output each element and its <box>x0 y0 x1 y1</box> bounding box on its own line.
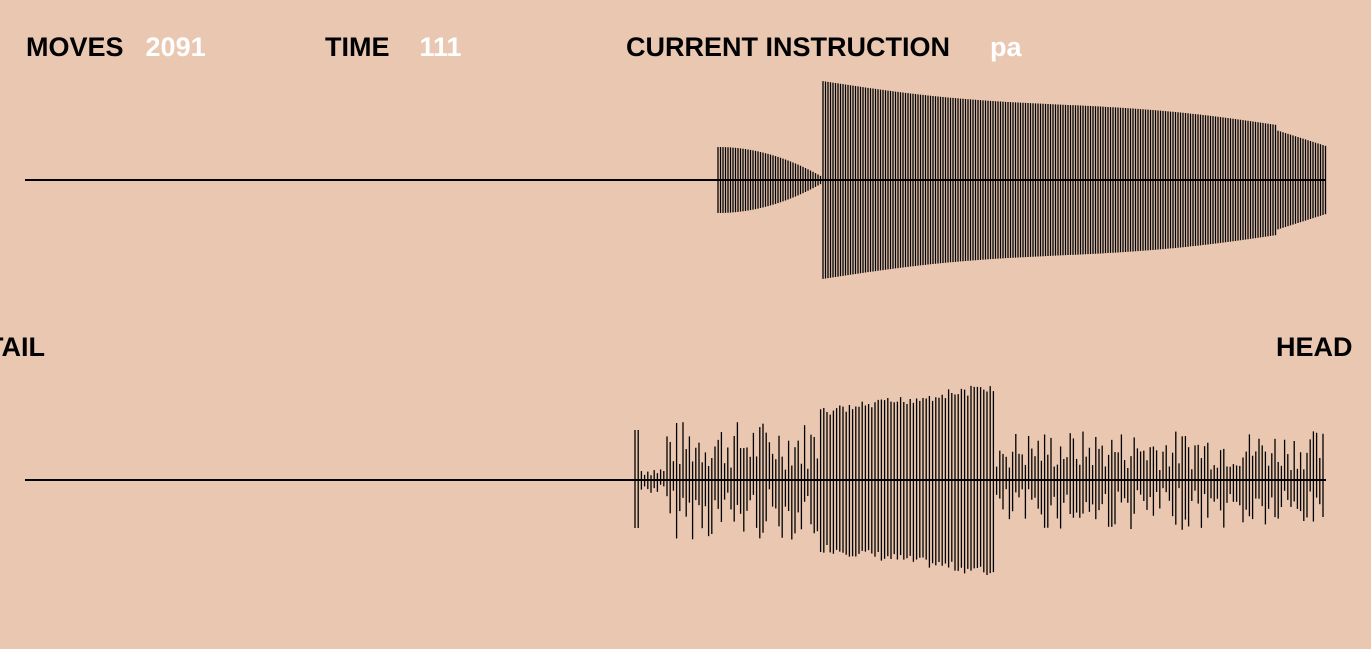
moves-value: 2091 <box>145 32 206 62</box>
tail-label: TAIL <box>0 332 45 362</box>
moves-counter: MOVES 2091 <box>26 30 206 64</box>
instruction-value: pa <box>990 32 1022 62</box>
moves-label: MOVES <box>26 32 124 62</box>
time-value: 111 <box>419 32 462 62</box>
instruction-label: CURRENT INSTRUCTION <box>626 32 950 62</box>
top-waveform <box>25 81 1327 279</box>
head-label: HEAD <box>1276 332 1353 362</box>
bottom-waveform <box>25 385 1326 576</box>
time-label: TIME <box>325 32 390 62</box>
time-counter: TIME 111 <box>325 30 462 64</box>
current-instruction: CURRENT INSTRUCTION pa <box>626 30 1022 64</box>
